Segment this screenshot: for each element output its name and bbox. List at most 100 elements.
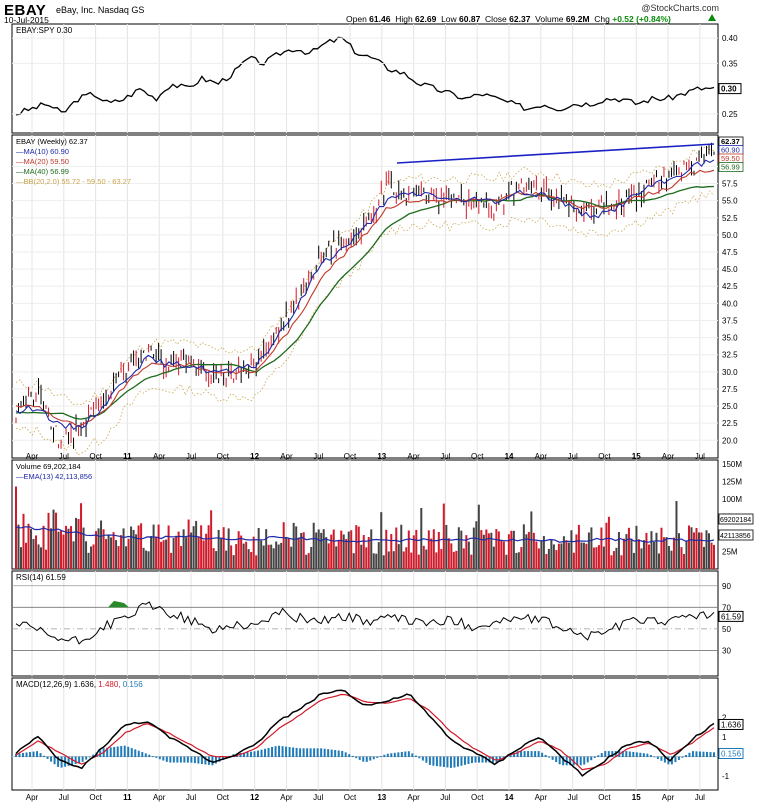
volume-bar	[175, 535, 178, 569]
volume-bar	[307, 553, 310, 569]
volume-bar	[670, 550, 673, 569]
volume-bar	[677, 533, 680, 569]
volume-bar	[207, 525, 210, 569]
volume-bar	[100, 520, 103, 569]
macd-hist-bar	[516, 751, 519, 758]
volume-bar	[215, 551, 218, 569]
volume-bar	[515, 552, 518, 569]
volume-bar	[267, 544, 270, 569]
volume-bar	[397, 544, 400, 569]
volume-bar	[447, 538, 450, 569]
volume-bar	[607, 516, 610, 569]
macd-hist-bar	[197, 756, 200, 764]
macd-hist-bar	[463, 756, 466, 765]
volume-value-label: 69202184	[720, 517, 751, 524]
volume-bar	[600, 527, 603, 569]
macd-tick-label: 2	[722, 713, 727, 722]
low-value: 60.87	[459, 14, 481, 24]
volume-bar	[332, 529, 335, 569]
volume-bar	[405, 547, 408, 569]
volume-bar	[285, 537, 288, 569]
macd-hist-bar	[499, 756, 502, 761]
macd-hist-bar	[523, 751, 526, 758]
macd-hist-bar	[477, 756, 480, 763]
bb-upper-band	[15, 145, 715, 406]
volume-bar	[260, 540, 263, 569]
macd-hist-bar	[22, 752, 25, 758]
volume-bar	[545, 553, 548, 569]
volume-bar	[510, 530, 513, 569]
macd-hist-bar	[155, 756, 158, 758]
macd-hist-bar	[330, 749, 333, 758]
volume-bar	[572, 552, 575, 569]
macd-hist-bar	[81, 756, 84, 762]
volume-bar	[107, 534, 110, 569]
volume-bar	[277, 544, 280, 569]
macd-value-label: 0.156	[721, 750, 742, 759]
volume-bar	[625, 534, 628, 569]
volume-bar	[70, 526, 73, 569]
volume-bar	[565, 540, 568, 569]
macd-hist-bar	[116, 746, 119, 758]
macd-hist-bar	[351, 755, 354, 758]
ma40-line	[15, 185, 715, 420]
macd-hist-bar	[281, 746, 284, 758]
volume-bar	[190, 532, 193, 569]
macd-hist-bar	[158, 756, 161, 760]
macd-hist-bar	[414, 755, 417, 758]
volume-bar	[415, 529, 418, 569]
volume-bar	[452, 551, 455, 569]
volume-bar	[305, 554, 308, 569]
macd-hist-bar	[341, 750, 344, 758]
volume-bar	[120, 535, 123, 569]
macd-hist-bar	[604, 751, 607, 758]
volume-bar	[575, 534, 578, 569]
volume-bar	[317, 529, 320, 569]
volume-bar	[622, 538, 625, 569]
volume-bar	[570, 530, 573, 569]
volume-bar	[80, 503, 83, 569]
macd-hist-bar	[432, 756, 435, 766]
macd-hist-bar	[705, 751, 708, 758]
volume-bar	[160, 541, 163, 569]
volume-bar	[335, 546, 338, 569]
x-tick-label: Apr	[662, 452, 675, 461]
macd-hist-bar	[534, 751, 537, 758]
price-bars	[15, 142, 715, 449]
volume-bar	[667, 546, 670, 569]
volume-bar	[85, 541, 88, 569]
volume-bar	[497, 531, 500, 569]
macd-hist-bar	[681, 756, 684, 758]
volume-bar	[482, 534, 485, 569]
x-tick-label-bottom: Apr	[407, 793, 420, 802]
macd-hist-bar	[674, 756, 677, 763]
volume-bar	[697, 532, 700, 569]
price-tick-label: 22.5	[722, 419, 738, 428]
volume-bar	[665, 537, 668, 569]
macd-hist-bar	[551, 756, 554, 760]
volume-bar	[247, 549, 250, 569]
macd-hist-bar	[481, 756, 484, 763]
volume-bar	[212, 548, 215, 569]
volume-bar	[320, 532, 323, 569]
volume-bar	[425, 549, 428, 569]
macd-hist-bar	[176, 756, 179, 763]
volume-bar	[640, 548, 643, 569]
volume-bar	[370, 529, 373, 569]
volume-bar	[240, 535, 243, 569]
rsi-tick-label: 50	[722, 625, 731, 634]
volume-bar	[567, 542, 570, 569]
x-tick-label-bottom: Oct	[89, 793, 102, 802]
volume-bar	[687, 525, 690, 569]
macd-hist-bar	[653, 756, 656, 758]
macd-value-badge	[718, 718, 744, 730]
x-tick-label-bottom: 14	[505, 793, 514, 802]
volume-bar	[297, 537, 300, 569]
volume-bar	[72, 541, 75, 569]
macd-hist-bar	[579, 756, 582, 766]
x-tick-label: Oct	[471, 452, 484, 461]
volume-bar	[430, 538, 433, 569]
price-tick-label: 27.5	[722, 385, 738, 394]
x-tick-label-bottom: Oct	[344, 793, 357, 802]
